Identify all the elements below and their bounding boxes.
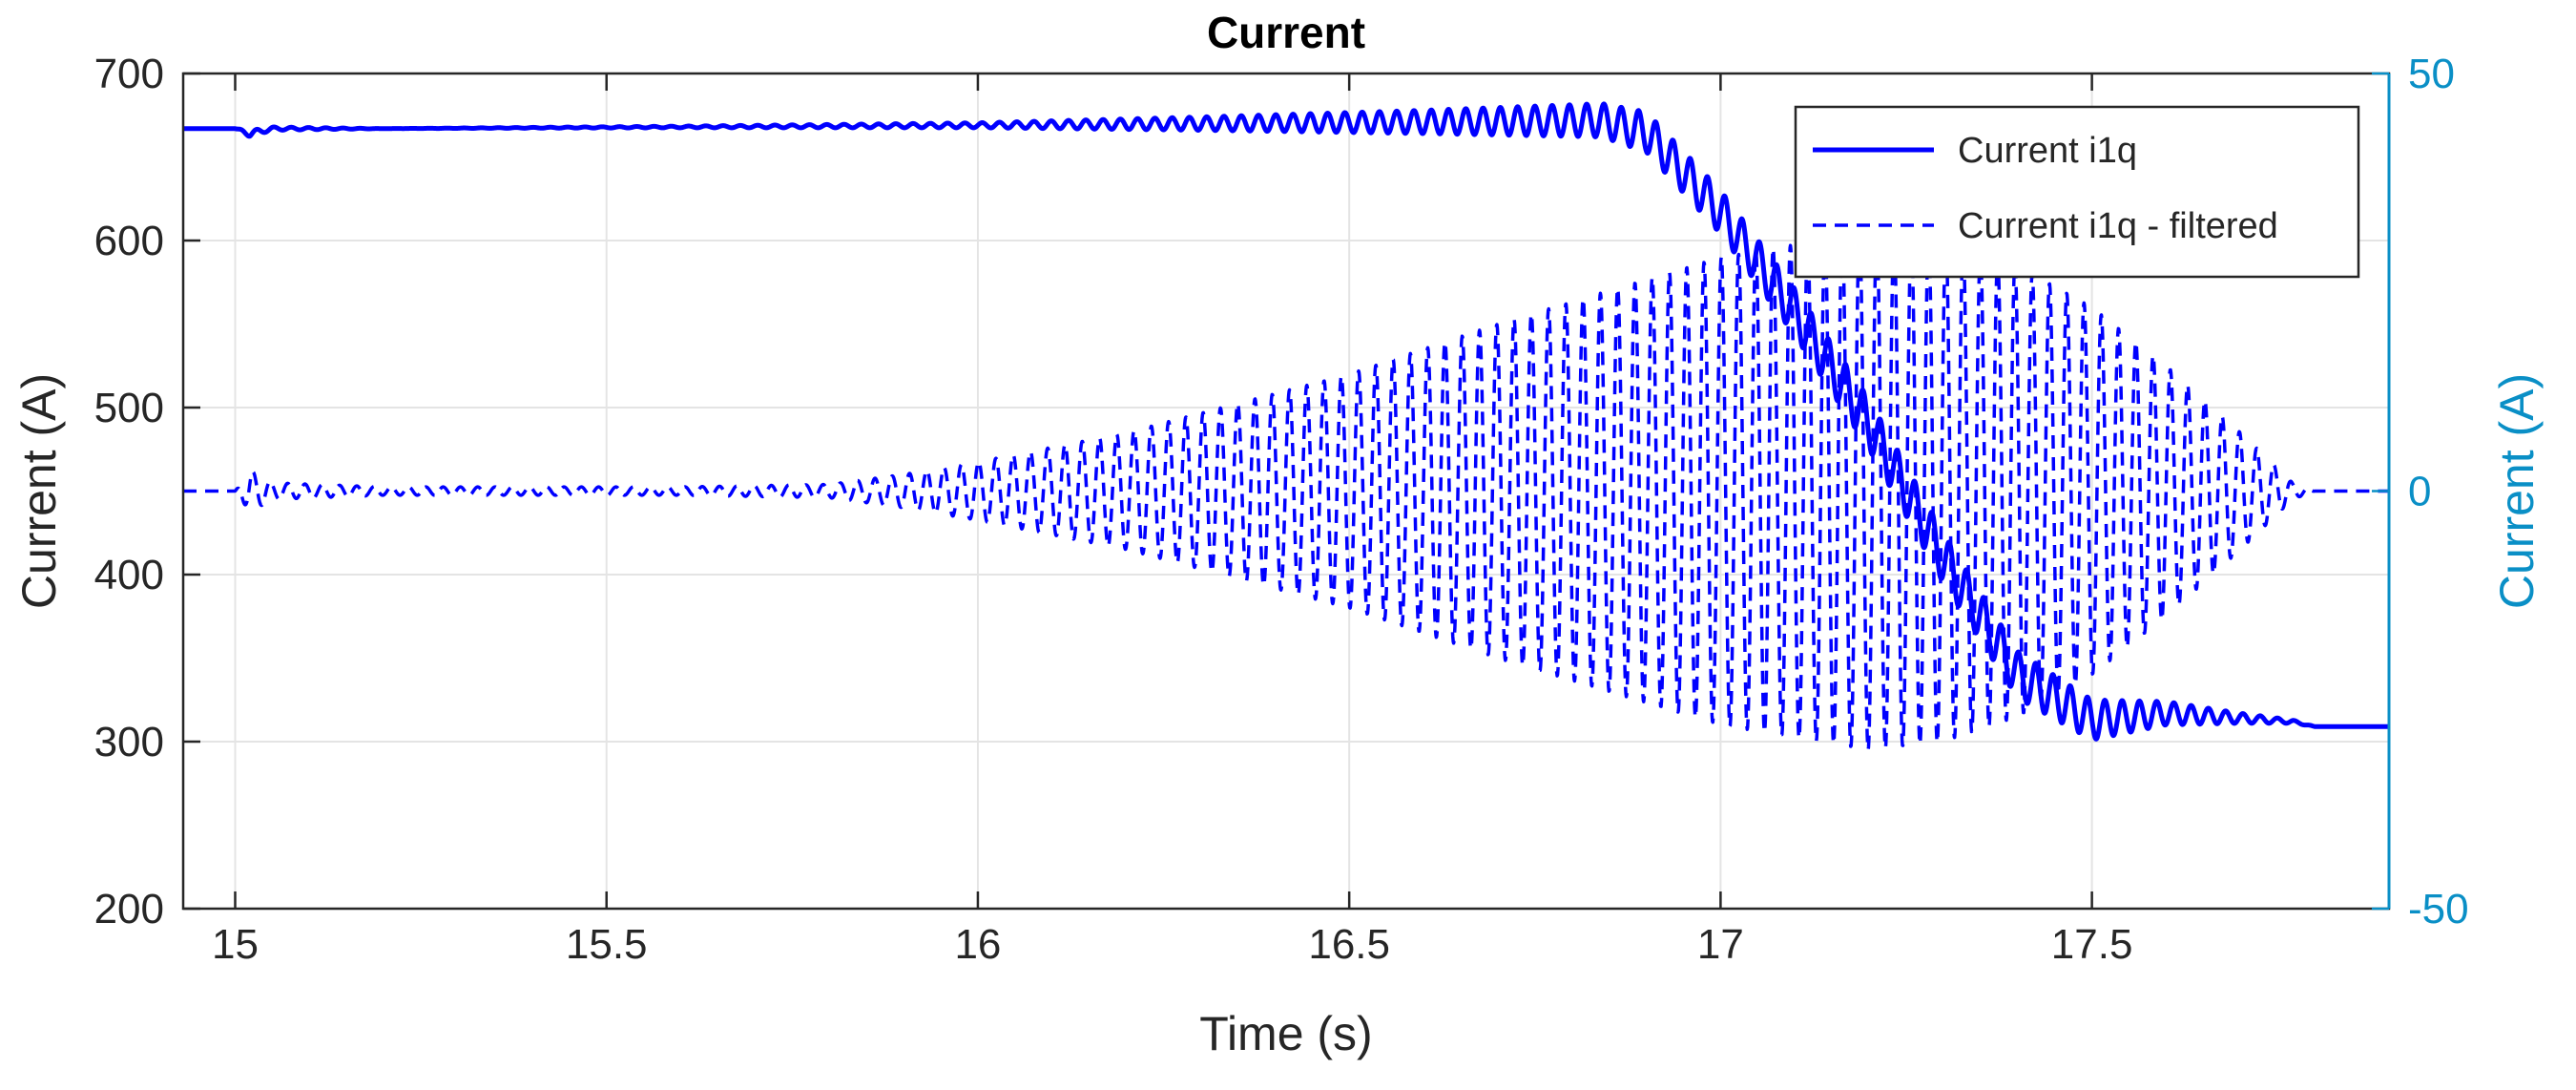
- y-right-tick-label: 50: [2408, 51, 2455, 97]
- series-current-i1q-filtered: [181, 232, 2391, 752]
- x-tick-label: 15: [212, 921, 259, 968]
- y-left-tick-label: 200: [94, 886, 164, 933]
- x-tick-label: 15.5: [566, 921, 648, 968]
- x-tick-label: 16: [954, 921, 1001, 968]
- y-right-axis-title: Current (A): [2490, 373, 2544, 609]
- y-left-tick-label: 300: [94, 719, 164, 765]
- y-left-tick-label: 600: [94, 218, 164, 264]
- y-left-tick-label: 500: [94, 385, 164, 431]
- chart-title: Current: [1207, 8, 1365, 57]
- y-left-tick-label: 400: [94, 552, 164, 598]
- x-tick-label: 17.5: [2051, 921, 2133, 968]
- x-tick-label: 17: [1697, 921, 1744, 968]
- legend-box: [1794, 105, 2360, 279]
- series-layer: [180, 101, 2392, 752]
- y-right-tick-label: 0: [2408, 469, 2431, 515]
- x-tick-label: 16.5: [1308, 921, 1390, 968]
- legend[interactable]: Current i1q Current i1q - filtered: [1794, 105, 2360, 279]
- axes: 15 15.5 16 16.5 17 17.5 200 300 400 500 600 700 -50 0…: [94, 51, 2469, 968]
- y-left-tick-label: 700: [94, 51, 164, 97]
- legend-label-current-i1q: Current i1q: [1958, 131, 2137, 171]
- y-right-tick-label: -50: [2408, 886, 2469, 933]
- x-axis-title: Time (s): [1199, 1007, 1372, 1060]
- legend-label-current-i1q-filtered: Current i1q - filtered: [1958, 206, 2278, 246]
- y-left-axis-title: Current (A): [12, 373, 66, 609]
